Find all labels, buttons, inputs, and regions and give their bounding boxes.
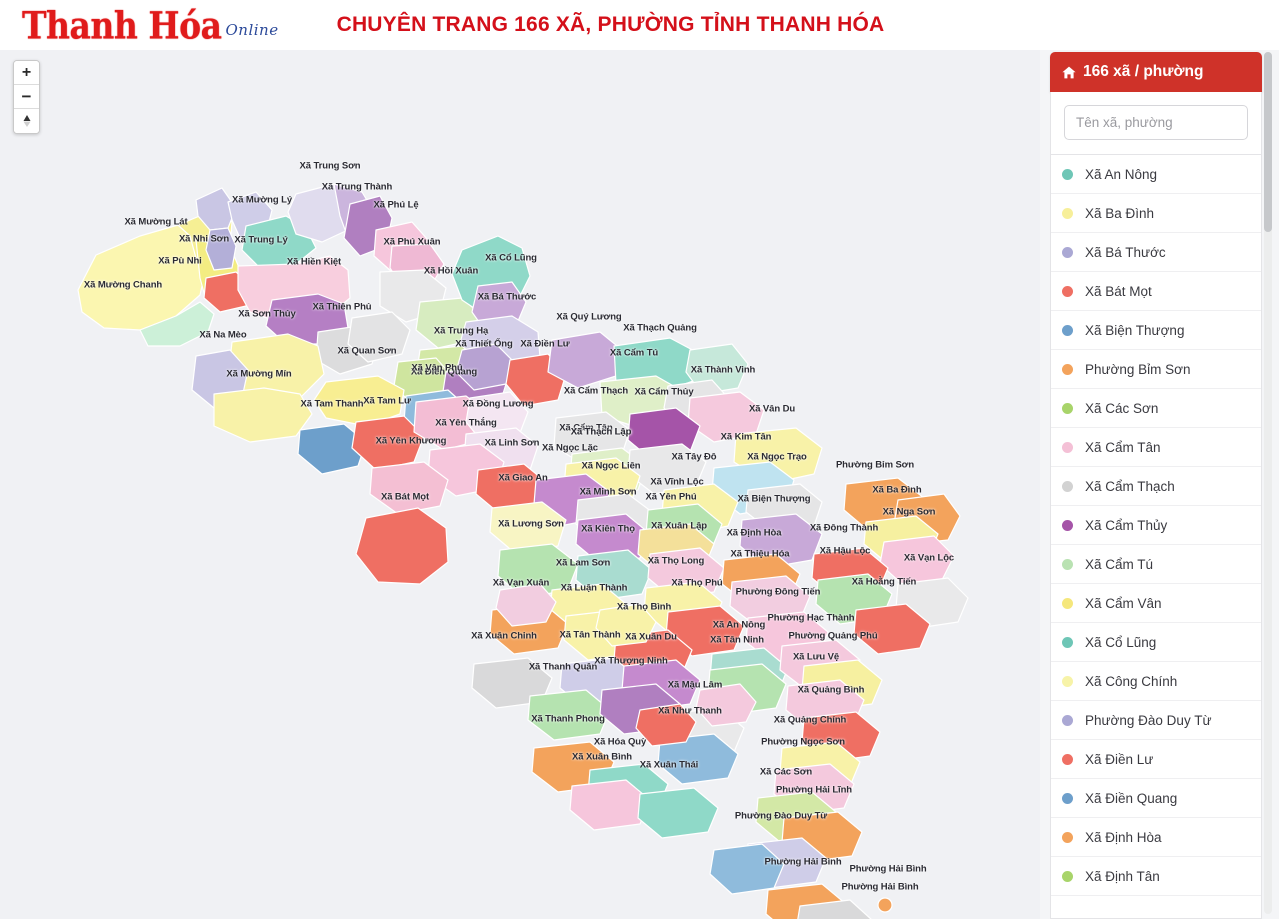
site-header: Thanh Hóa Online CHUYÊN TRANG 166 XÃ, PH… [0, 0, 1279, 50]
commune-color-dot [1062, 714, 1073, 726]
list-item[interactable]: Xã Cẩm Tân [1051, 428, 1261, 467]
list-item-label: Xã Biện Thượng [1085, 322, 1185, 338]
commune-color-dot [1062, 558, 1073, 570]
map-zoom-controls[interactable]: + − [13, 60, 40, 134]
commune-color-dot [1062, 792, 1073, 804]
commune-color-dot [1062, 246, 1073, 258]
commune-color-dot [1062, 285, 1073, 297]
list-item[interactable]: Xã Các Sơn [1051, 389, 1261, 428]
list-item[interactable]: Xã Cẩm Vân [1051, 584, 1261, 623]
list-item[interactable]: Xã Định Hòa [1051, 818, 1261, 857]
list-item[interactable]: Xã Ba Đình [1051, 194, 1261, 233]
sidebar-inner: 166 xã / phường Xã An Nông Xã Ba Đình Xã B… [1040, 50, 1262, 919]
commune-color-dot [1062, 363, 1073, 375]
logo-text-main: Thanh Hóa [22, 3, 222, 47]
commune-color-dot [1062, 753, 1073, 765]
list-item-label: Xã Ba Đình [1085, 205, 1155, 221]
commune-color-dot [1062, 441, 1073, 453]
reset-bearing-button[interactable] [14, 109, 39, 133]
list-item-label: Xã Cẩm Tân [1085, 439, 1161, 455]
zoom-out-button[interactable]: − [14, 85, 39, 109]
commune-color-dot [1062, 870, 1073, 882]
list-item[interactable]: Phường Đào Duy Từ [1051, 701, 1261, 740]
list-item[interactable]: Xã Công Chính [1051, 662, 1261, 701]
commune-color-dot [1062, 597, 1073, 609]
map-canvas[interactable] [0, 50, 1040, 919]
list-item[interactable]: Xã Bá Thước [1051, 233, 1261, 272]
list-item-label: Xã Cẩm Thủy [1085, 517, 1168, 533]
commune-color-dot [1062, 402, 1073, 414]
list-item-label: Xã Điền Quang [1085, 790, 1178, 806]
list-item[interactable]: Xã Cổ Lũng [1051, 623, 1261, 662]
list-item[interactable]: Xã Định Tân [1051, 857, 1261, 896]
list-item-label: Xã Các Sơn [1085, 400, 1159, 416]
list-item[interactable]: Xã Bát Mọt [1051, 272, 1261, 311]
list-item-label: Phường Bỉm Sơn [1085, 361, 1191, 377]
list-item[interactable]: Xã Cẩm Tú [1051, 545, 1261, 584]
list-item-label: Xã Định Tân [1085, 868, 1160, 884]
list-item-label: Xã An Nông [1085, 166, 1158, 182]
logo-text-online: Online [225, 20, 279, 39]
map-container[interactable]: Xã Trung Sơn Xã Trung Thành Xã Mường Lý Xã … [0, 50, 1040, 919]
search-input[interactable] [1064, 105, 1248, 140]
home-icon [1062, 66, 1076, 79]
commune-color-dot [1062, 675, 1073, 687]
list-item[interactable]: Phường Bỉm Sơn [1051, 350, 1261, 389]
commune-color-dot [1062, 480, 1073, 492]
sidebar-header: 166 xã / phường [1050, 52, 1262, 92]
compass-icon [23, 115, 30, 127]
sidebar[interactable]: 166 xã / phường Xã An Nông Xã Ba Đình Xã B… [1040, 50, 1279, 919]
list-item-label: Xã Điền Lư [1085, 751, 1154, 767]
commune-color-dot [1062, 519, 1073, 531]
list-item-label: Xã Cẩm Thạch [1085, 478, 1175, 494]
commune-list[interactable]: Xã An Nông Xã Ba Đình Xã Bá Thước Xã Bát Mọ… [1051, 155, 1261, 918]
sidebar-scrollbar-track[interactable] [1264, 52, 1272, 914]
search-card [1050, 92, 1262, 155]
commune-color-dot [1062, 831, 1073, 843]
commune-color-dot [1062, 324, 1073, 336]
list-item[interactable]: Xã An Nông [1051, 155, 1261, 194]
page-title: CHUYÊN TRANG 166 XÃ, PHƯỜNG TỈNH THANH H… [336, 13, 885, 36]
sidebar-header-title: 166 xã / phường [1083, 63, 1204, 80]
list-item-label: Xã Cổ Lũng [1085, 634, 1157, 650]
site-logo[interactable]: Thanh Hóa Online [22, 3, 279, 47]
list-item-label: Xã Bá Thước [1085, 244, 1166, 260]
list-item[interactable]: Xã Cẩm Thạch [1051, 467, 1261, 506]
zoom-in-button[interactable]: + [14, 61, 39, 85]
list-item[interactable]: Xã Điền Lư [1051, 740, 1261, 779]
plus-icon: + [21, 63, 32, 81]
list-item-label: Xã Bát Mọt [1085, 283, 1152, 299]
commune-color-dot [1062, 207, 1073, 219]
list-item-label: Xã Cẩm Tú [1085, 556, 1154, 572]
province-map-svg [77, 183, 969, 919]
list-item-label: Xã Cẩm Vân [1085, 595, 1162, 611]
commune-list-card[interactable]: Xã An Nông Xã Ba Đình Xã Bá Thước Xã Bát Mọ… [1050, 155, 1262, 919]
list-item-label: Xã Công Chính [1085, 673, 1178, 689]
list-item-label: Xã Định Hòa [1085, 829, 1162, 845]
list-item[interactable]: Xã Cẩm Thủy [1051, 506, 1261, 545]
list-item-label: Phường Đào Duy Từ [1085, 712, 1212, 728]
list-item[interactable]: Xã Điền Quang [1051, 779, 1261, 818]
minus-icon: − [21, 87, 32, 106]
list-item[interactable]: Xã Biện Thượng [1051, 311, 1261, 350]
sidebar-scrollbar-thumb[interactable] [1264, 52, 1272, 232]
commune-color-dot [1062, 168, 1073, 180]
commune-color-dot [1062, 636, 1073, 648]
